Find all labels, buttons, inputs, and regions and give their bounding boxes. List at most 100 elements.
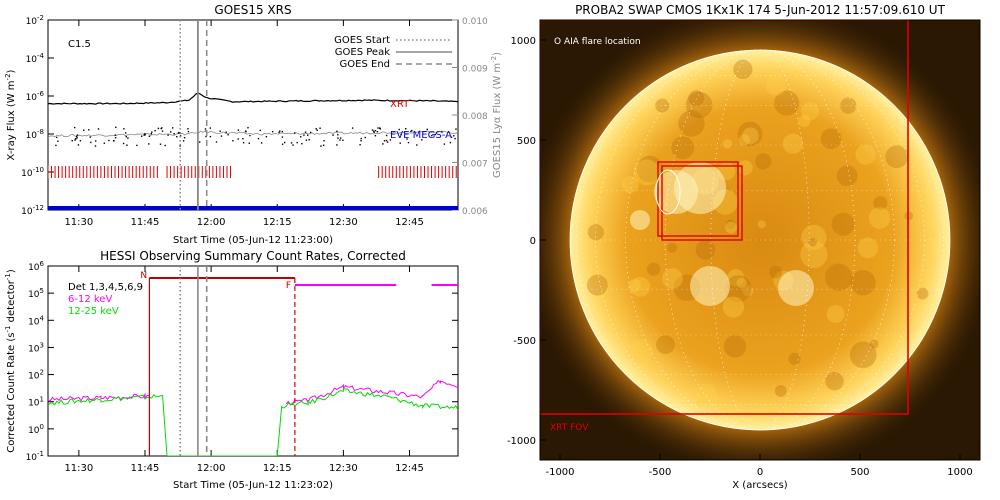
hessi-ytick-label: 10-1 (26, 450, 44, 463)
goes-eve-point (281, 143, 284, 145)
swap-texture-blob (655, 98, 670, 113)
goes-long-flux-line (48, 92, 458, 105)
goes-eve-point (303, 134, 305, 136)
goes-ylabel: X-ray Flux (W m-2) (4, 69, 17, 160)
goes-eve-point (114, 137, 117, 139)
goes-eve-point (115, 126, 117, 128)
goes-eve-point (248, 142, 250, 144)
hessi-ytick-label: 106 (28, 260, 44, 273)
goes-ytick-right-label: 0.007 (462, 160, 488, 170)
hessi-ytick-label: 103 (28, 341, 44, 354)
goes-ytick-right-label: 0.010 (462, 17, 488, 27)
swap-texture-blob (725, 221, 738, 234)
goes-eve-point (406, 138, 408, 140)
goes-eve-point (351, 127, 354, 129)
swap-texture-blob (831, 212, 855, 236)
goes-eve-point (176, 136, 178, 138)
goes-eve-point (209, 135, 212, 138)
goes-eve-point (97, 128, 100, 130)
goes-ytick-label: 10-10 (21, 166, 44, 179)
goes-eve-point (225, 131, 227, 133)
swap-texture-blob (656, 335, 675, 355)
goes-eve-point (281, 136, 284, 138)
swap-texture-blob (722, 296, 745, 318)
hessi-xtick-label: 12:45 (395, 463, 424, 474)
hessi-xlabel: Start Time (05-Jun-12 11:23:02) (173, 480, 333, 491)
swap-texture-blob (788, 352, 801, 366)
goes-eve-point (160, 127, 162, 130)
goes-eve-point (148, 135, 151, 137)
goes-eve-point (376, 131, 379, 133)
goes-eve-point (300, 136, 302, 138)
goes-eve-point (292, 144, 294, 146)
swap-texture-blob (868, 207, 891, 229)
goes-eve-point (360, 140, 362, 142)
swap-flare-box (657, 161, 739, 237)
swap-xtick-label: 500 (850, 467, 869, 478)
goes-eve-point (320, 145, 322, 147)
goes-eve-point (379, 127, 381, 129)
swap-texture-blob (836, 165, 858, 187)
hessi-xtick-label: 12:15 (263, 463, 292, 474)
goes-eve-point (237, 138, 239, 140)
swap-texture-blob (646, 262, 661, 276)
goes-eve-point (281, 130, 283, 133)
swap-texture-blob (678, 110, 705, 137)
legend-goes-start: GOES Start (334, 35, 390, 46)
goes-eve-point (90, 141, 92, 144)
goes-eve-point (284, 141, 286, 144)
goes-legend: GOES Start GOES Peak GOES End (334, 35, 452, 70)
goes-eve-point (183, 137, 186, 139)
swap-texture-blob (850, 269, 876, 296)
goes-ytick-label: 10-8 (26, 128, 44, 141)
goes-eve-point (296, 141, 298, 144)
goes-eve-point (74, 126, 76, 129)
goes-eve-point (204, 128, 207, 130)
swap-texture-blob (723, 335, 747, 358)
goes-marks (48, 20, 458, 210)
goes-eve-point (164, 144, 166, 147)
goes-eve-point (399, 142, 401, 144)
swap-ytick-label: 500 (517, 136, 536, 147)
hessi-legend: Det 1,3,4,5,6,9 6-12 keV 12-25 keV (68, 282, 143, 317)
goes-eve-point (77, 144, 80, 146)
goes-eve-point (411, 129, 413, 132)
goes-eve-point (385, 139, 388, 142)
goes-eve-point (219, 130, 221, 132)
hessi-ytick-label: 105 (28, 287, 44, 300)
swap-xtick-label: 0 (757, 467, 763, 478)
goes-eve-point (123, 128, 125, 130)
goes-eve-point (237, 129, 240, 131)
goes-eve-point (304, 131, 307, 133)
goes-xtick-label: 11:30 (64, 217, 93, 228)
goes-eve-point (182, 140, 185, 142)
goes-eve-point (373, 131, 375, 133)
goes-eve-point (373, 130, 375, 132)
swap-texture-blob (855, 144, 876, 165)
goes-eve-point (83, 129, 85, 131)
swap-xrt-fov-box (540, 20, 909, 415)
goes-eve-point (232, 140, 234, 142)
goes-eve-point (187, 128, 189, 130)
swap-annotation: O AIA flare location (554, 37, 641, 47)
hessi-xtick-label: 12:00 (197, 463, 226, 474)
goes-eve-point (307, 134, 309, 136)
swap-texture-blob (824, 263, 853, 291)
swap-texture-blob (696, 397, 706, 408)
goes-eve-point (421, 139, 423, 141)
swap-texture-blob (885, 145, 909, 169)
goes-eve-point (315, 128, 317, 130)
goes-eve-point (337, 137, 339, 139)
legend-12-25-kev: 12-25 keV (68, 306, 119, 317)
swap-texture-blob (774, 90, 800, 116)
swap-texture-blob (800, 240, 828, 269)
legend-6-12-kev: 6-12 keV (68, 294, 112, 305)
swap-active-region (630, 210, 650, 230)
swap-texture-blob (630, 276, 651, 297)
goes-eve-point (449, 141, 452, 144)
goes-eve-point (55, 144, 57, 147)
swap-texture-blob (736, 277, 747, 288)
goes-eve-point (173, 133, 175, 135)
goes-eve-point (271, 131, 274, 133)
goes-ytick-right-label: 0.008 (462, 112, 488, 122)
